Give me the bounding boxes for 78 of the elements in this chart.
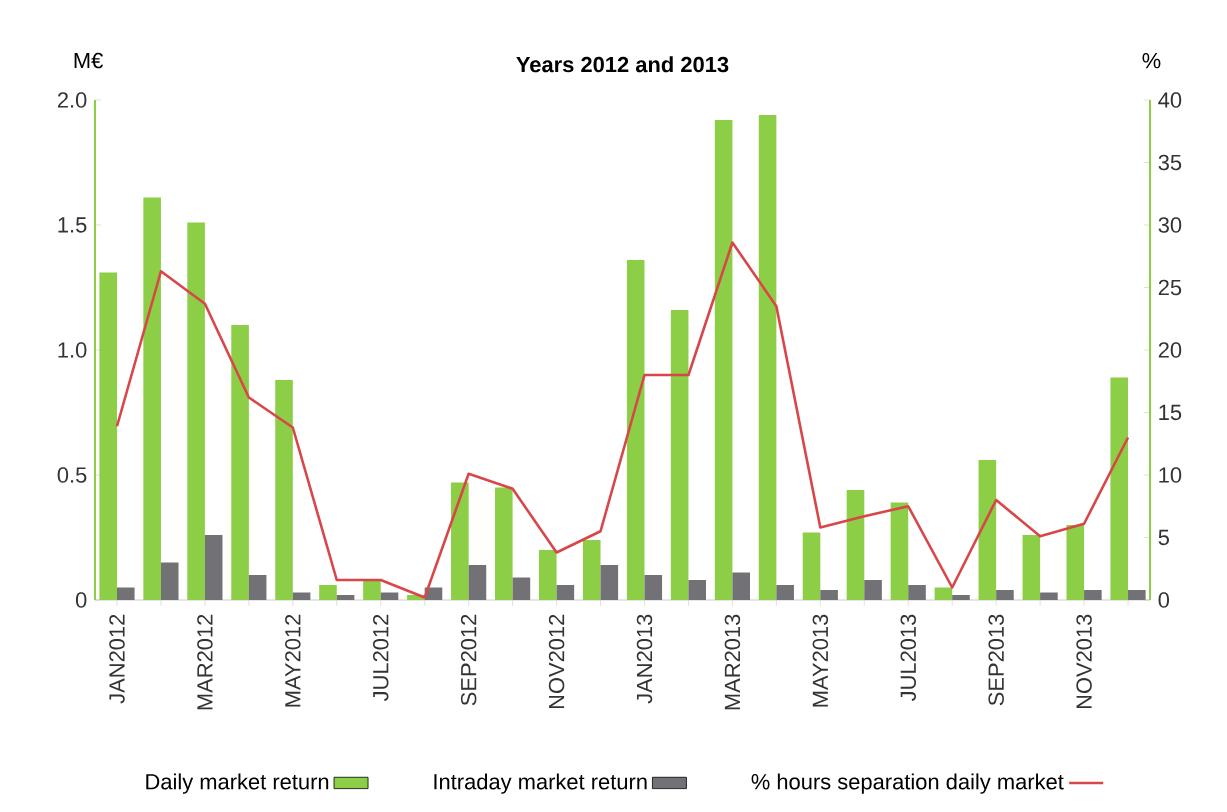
bar [670,309,689,600]
x-tick-label: SEP2013 [988,614,1004,706]
bar [292,592,311,600]
bar [380,592,399,600]
bar [582,540,601,600]
x-tick-label: JAN2012 [109,614,125,704]
bar [1022,535,1041,600]
bar [556,585,575,600]
legend-label: Intraday market return [434,773,647,794]
bar [600,565,619,600]
bar [143,197,161,600]
bar [732,572,750,600]
bar [626,259,645,600]
x-tick-label: SEP2012 [460,614,477,706]
chart-title: Years 2012 and 2013 [516,56,729,73]
bar [116,587,135,600]
y2-tick-label: 40 [1158,92,1182,108]
bar [187,222,205,600]
bar [451,482,469,600]
bar [363,580,381,600]
x-tick-label: JUL2012 [373,614,389,702]
legend-label: % hours separation daily market [751,773,1064,794]
bar [1128,590,1146,600]
y2-axis-title: % [1142,52,1161,69]
x-tick-label: MAY2013 [812,614,829,707]
y-tick-label: 1.0 [58,342,87,358]
line-series [115,241,1130,599]
bar [644,575,663,600]
bar [512,577,531,600]
bar [864,580,882,600]
y2-tick-label: 0 [1158,592,1170,608]
bar [846,490,865,600]
bar [996,590,1014,600]
y2-tick-label: 35 [1158,154,1182,171]
y-tick-label: 2.0 [57,92,87,108]
y-axis-title: M€ [74,52,103,69]
y-tick-label: 0 [75,592,87,608]
bar [538,550,557,600]
x-tick-label: MAR2013 [724,614,741,710]
bar [890,502,909,600]
y2-tick-label: 5 [1158,529,1169,546]
x-tick-label: MAR2012 [197,614,213,710]
y2-tick-label: 15 [1159,404,1182,421]
bar [820,590,838,600]
bar [468,565,487,600]
bar [908,585,926,600]
bar [1066,525,1085,600]
bar [231,324,249,600]
bar [248,575,267,600]
bar [336,595,355,600]
bar [952,595,970,600]
bar [495,487,513,600]
bar [758,114,777,600]
bar [160,562,179,600]
bar [204,535,223,600]
y2-tick-label: 20 [1158,342,1182,358]
bar [802,532,821,600]
bar [1040,592,1058,600]
x-tick-label: JUL2013 [900,614,916,702]
y2-tick-label: 25 [1158,279,1182,296]
y-tick-label: 0.5 [57,467,87,483]
bar [319,585,337,600]
bar [776,585,794,600]
bar [978,460,997,600]
y2-tick-label: 30 [1158,217,1182,233]
legend-label: Daily market return [146,773,329,794]
x-tick-label: JAN2013 [636,614,653,704]
bar [275,379,293,600]
bar [1084,590,1102,600]
bar [714,119,733,600]
bar [688,580,707,600]
x-tick-label: NOV2012 [548,614,565,709]
y-tick-label: 1.5 [58,217,87,233]
bar [1110,377,1129,600]
x-tick-label: MAY2012 [285,614,301,707]
x-tick-label: NOV2013 [1076,614,1092,709]
y2-tick-label: 10 [1159,467,1182,483]
bar [934,587,953,600]
